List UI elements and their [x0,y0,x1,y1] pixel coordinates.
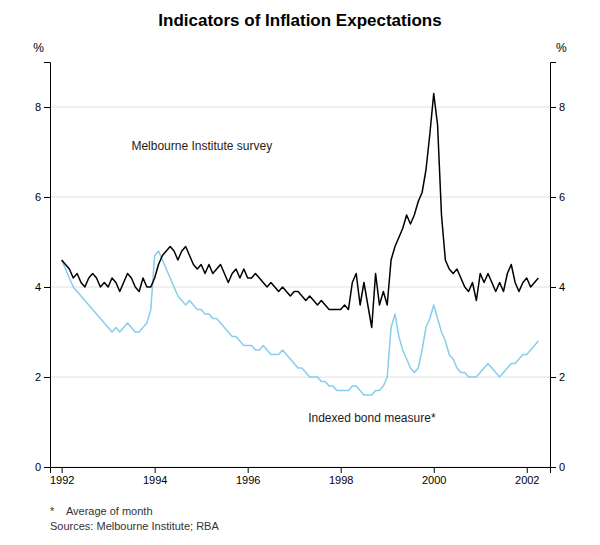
tick: 2 [35,371,50,383]
footnote: * Average of month [50,505,153,517]
y2-axis: 0 2 4 6 8 [550,63,565,474]
grid-line [50,287,550,288]
footnote: Sources: Melbourne Institute; RBA [50,520,219,532]
annotation: Melbourne Institute survey [131,139,272,153]
grid-line [50,197,550,198]
tick-label: 8 [35,101,41,113]
title: Indicators of Inflation Expectations [158,11,441,30]
tick-label: 8 [559,101,565,113]
y-axis-label: % [33,41,44,55]
tick-mark [550,287,556,288]
tick-mark [434,467,435,473]
tick-mark [155,467,156,473]
tick-mark [44,377,50,378]
tick-label: 6 [35,191,41,203]
lines [62,94,539,396]
tick: 0 [35,461,50,473]
tick-label: 2 [559,371,565,383]
annotation: Indexed bond measure* [308,411,436,425]
tick-label: 2000 [422,474,446,486]
tick-label: 2002 [515,474,539,486]
tick-label: 0 [559,461,565,473]
tick-mark [341,467,342,473]
annotations: Melbourne Institute survey Indexed bond m… [131,139,435,425]
grid [50,107,550,467]
tick: 1994 [143,467,167,486]
tick-label: 4 [559,281,565,293]
tick: 2 [550,371,565,383]
tick-label: 1994 [143,474,167,486]
tick-label: 1998 [329,474,353,486]
tick: 1996 [236,467,260,486]
plot-area: 1992 1994 1996 1998 2000 2002 0 2 4 6 8 0 2 4 6 8 Melbou… [35,63,565,486]
tick: 4 [35,281,50,293]
tick-label: 6 [559,191,565,203]
tick-mark [62,467,63,473]
tick-mark [550,467,556,468]
tick: 0 [550,461,565,473]
tick-label: 1992 [50,474,74,486]
tick-label: 0 [35,461,41,473]
tick: 6 [35,191,50,203]
tick-mark [550,107,556,108]
tick-mark [44,287,50,288]
tick-mark [44,467,50,468]
tick-label: 4 [35,281,41,293]
tick: 1992 [50,467,74,486]
tick: 2000 [422,467,446,486]
tick: 6 [550,191,565,203]
tick: 2002 [515,467,539,486]
x-axis: 1992 1994 1996 1998 2000 2002 [50,467,551,486]
axis-line [51,468,551,474]
axis-line [551,63,557,468]
tick-mark [527,467,528,473]
tick-mark [44,197,50,198]
y-axis: 0 2 4 6 8 [35,63,51,474]
series-line [62,94,539,328]
tick: 8 [550,101,565,113]
y2-axis-label: % [556,41,567,55]
tick: 4 [550,281,565,293]
tick-mark [550,197,556,198]
tick-mark [44,107,50,108]
series-line [62,251,539,395]
chart: 1992 1994 1996 1998 2000 2002 0 2 4 6 8 0 2 4 6 8 Melbou… [0,0,600,545]
grid-line [50,107,550,108]
tick-label: 2 [35,371,41,383]
tick-mark [550,377,556,378]
tick-label: 1996 [236,474,260,486]
tick: 1998 [329,467,353,486]
tick: 8 [35,101,50,113]
tick-mark [248,467,249,473]
axis-line [44,63,51,468]
